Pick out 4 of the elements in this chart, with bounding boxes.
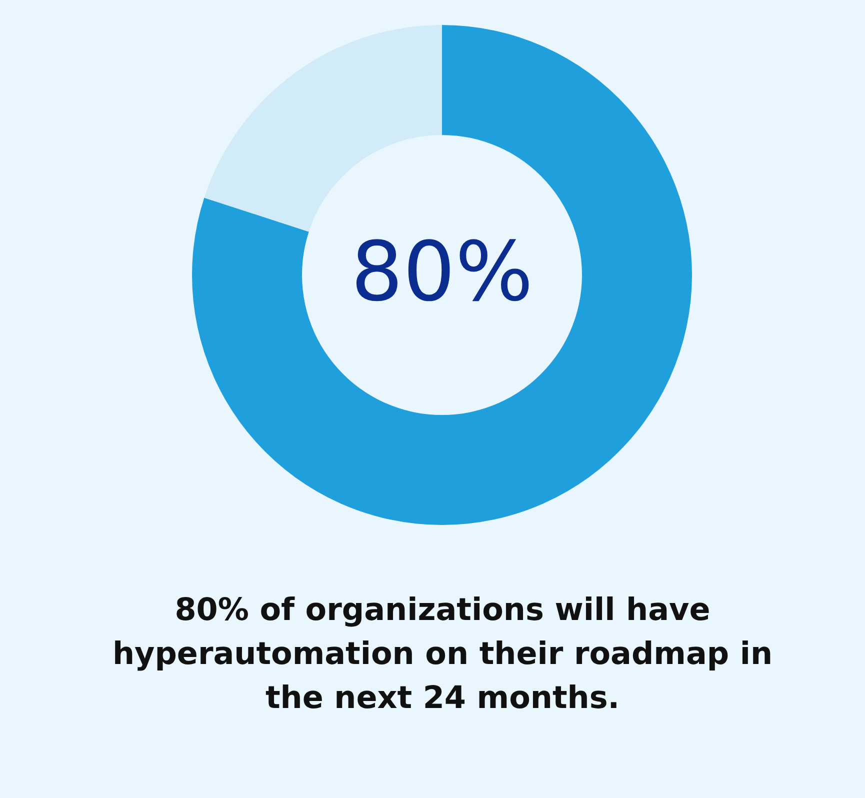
- data-label: 80%: [350, 225, 534, 320]
- text: 80% of organizations will have hyperautomation on their roadmap in the next 24 months.: [111, 591, 774, 718]
- donut-slice: [204, 25, 442, 232]
- donut-slice: [192, 25, 692, 525]
